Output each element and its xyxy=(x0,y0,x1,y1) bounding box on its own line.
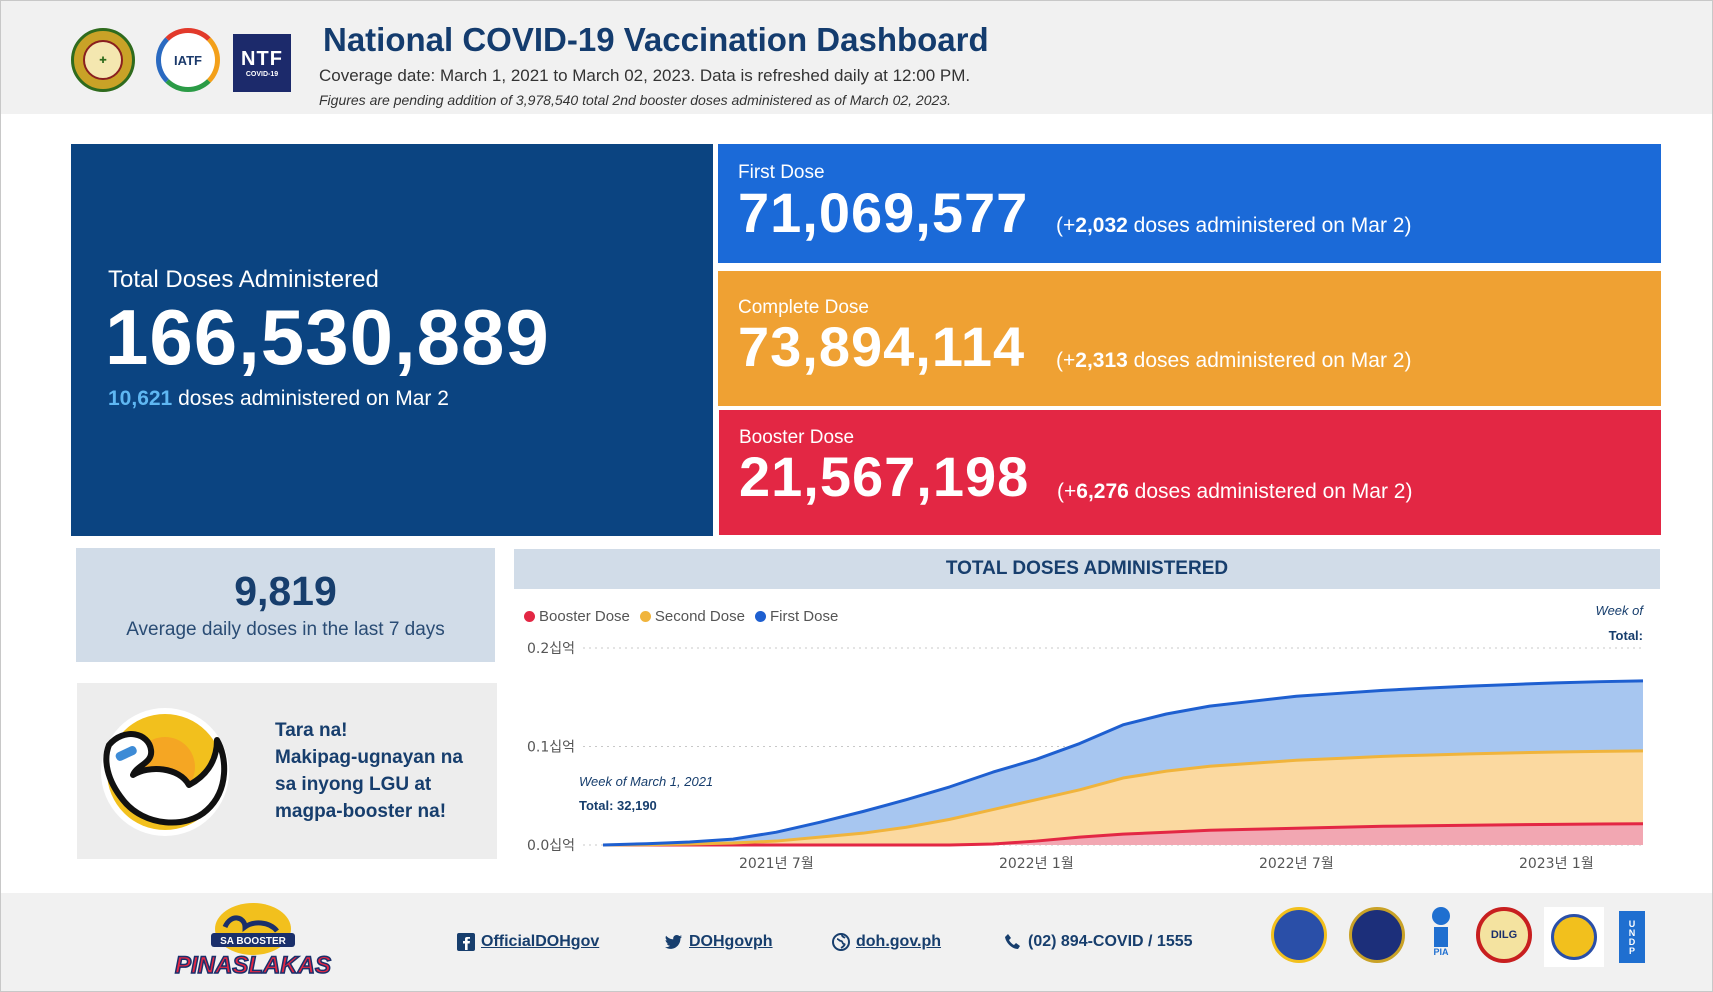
area-second-dose xyxy=(603,750,1643,845)
ntf-logo-icon: NTF COVID-19 xyxy=(233,34,291,92)
page-title: National COVID-19 Vaccination Dashboard xyxy=(323,21,989,58)
legend-dot-second xyxy=(639,611,651,622)
legend-item-second[interactable]: Second Dose xyxy=(639,608,745,625)
first-dose-delta-prefix: (+ xyxy=(1056,214,1076,237)
legend-item-first[interactable]: First Dose xyxy=(754,608,839,625)
twitter-link[interactable]: DOHgovph xyxy=(665,933,773,951)
total-doses-today-value: 10,621 xyxy=(108,387,173,410)
coverage-date: Coverage date: March 1, 2021 to March 02… xyxy=(319,66,971,85)
booster-dose-value: 21,567,198 xyxy=(739,445,1030,508)
legend-label-booster: Booster Dose xyxy=(539,608,630,625)
booster-dose-label: Booster Dose xyxy=(739,427,855,448)
dict-seal-icon xyxy=(1544,907,1604,967)
complete-dose-value: 73,894,114 xyxy=(738,315,1026,378)
annotation-end-title: Week of xyxy=(1596,603,1645,618)
pinaslakas-logo-icon: SA BOOSTER PINASLAKAS xyxy=(174,903,332,980)
chart-legend: Booster Dose Second Dose First Dose xyxy=(524,608,838,625)
promo-line: Tara na! xyxy=(275,720,348,741)
total-doses-value: 166,530,889 xyxy=(105,293,550,381)
y-tick-label: 0.0십억 xyxy=(527,838,575,854)
complete-dose-delta-suffix: doses administered on Mar 2) xyxy=(1127,349,1412,372)
promo-line: sa inyong LGU at xyxy=(275,774,432,795)
booster-promo-card: Tara na! Makipag-ugnayan na sa inyong LG… xyxy=(77,683,497,859)
booster-dose-card: Booster Dose 21,567,198 (+6,276 doses ad… xyxy=(719,410,1661,535)
x-tick-label: 2022년 7월 xyxy=(1259,856,1334,872)
average-daily-value: 9,819 xyxy=(234,568,337,614)
x-tick-label: 2023년 1월 xyxy=(1519,856,1594,872)
doh-seal-icon: ✚ xyxy=(71,28,135,92)
pia-logo-icon: PIA xyxy=(1427,907,1455,957)
complete-dose-label: Complete Dose xyxy=(738,297,869,318)
total-doses-card: Total Doses Administered 166,530,889 10,… xyxy=(71,144,713,536)
average-daily-label: Average daily doses in the last 7 days xyxy=(126,619,445,640)
twitter-icon xyxy=(665,933,683,951)
legend-label-second: Second Dose xyxy=(654,608,745,625)
first-dose-card: First Dose 71,069,577 (+2,032 doses admi… xyxy=(718,144,1661,263)
y-tick-label: 0.2십억 xyxy=(527,641,575,657)
campaign-line2: PINASLAKAS xyxy=(175,952,331,979)
complete-dose-delta: (+2,313 doses administered on Mar 2) xyxy=(1056,349,1411,373)
first-dose-delta-suffix: doses administered on Mar 2) xyxy=(1127,214,1412,237)
booster-dose-delta: (+6,276 doses administered on Mar 2) xyxy=(1057,480,1412,504)
undp-logo-icon: UNDP xyxy=(1619,911,1645,963)
annotation-end-total: Total: xyxy=(1609,628,1643,643)
iatf-logo-icon: IATF xyxy=(156,28,220,92)
first-dose-delta-value: 2,032 xyxy=(1075,214,1128,237)
x-tick-label: 2022년 1월 xyxy=(999,856,1074,872)
dilg-seal-text: DILG xyxy=(1490,929,1518,941)
first-dose-delta: (+2,032 doses administered on Mar 2) xyxy=(1056,214,1411,238)
total-doses-chart[interactable]: 0.0십억 0.1십억 0.2십억 2021년 7월 2022년 1월 2022년 7월 2… xyxy=(510,600,1670,875)
facebook-icon xyxy=(457,933,475,951)
campaign-line1: SA BOOSTER xyxy=(220,936,287,947)
website-link-text: doh.gov.ph xyxy=(856,933,942,950)
legend-dot-booster xyxy=(524,611,535,622)
x-tick-label: 2021년 7월 xyxy=(739,856,814,872)
promo-line: Makipag-ugnayan na xyxy=(275,747,463,768)
first-dose-value: 71,069,577 xyxy=(738,181,1029,244)
legend-label-first: First Dose xyxy=(769,608,839,625)
pia-logo-text: PIA xyxy=(1433,947,1449,957)
footer: SA BOOSTER PINASLAKAS OfficialDOHgov DOH… xyxy=(1,893,1712,991)
line-booster-dose xyxy=(603,822,1644,847)
phone-icon xyxy=(1004,933,1022,951)
first-dose-label: First Dose xyxy=(738,162,825,183)
total-doses-today: 10,621 doses administered on Mar 2 xyxy=(108,387,449,411)
total-doses-today-text: doses administered on Mar 2 xyxy=(172,387,449,410)
undp-logo-text: UNDP xyxy=(1627,919,1637,955)
promo-line: magpa-booster na! xyxy=(275,801,447,822)
total-doses-label: Total Doses Administered xyxy=(108,266,379,293)
legend-item-booster[interactable]: Booster Dose xyxy=(524,608,630,625)
flexed-arm-icon xyxy=(101,708,229,836)
website-link[interactable]: doh.gov.ph xyxy=(832,933,941,951)
annotation-start-total: Total: 32,190 xyxy=(579,798,657,813)
phone-link-text: (02) 894-COVID / 1555 xyxy=(1028,933,1193,950)
facebook-link-text: OfficialDOHgov xyxy=(481,933,600,950)
pcoo-seal-icon xyxy=(1271,907,1327,963)
pending-note: Figures are pending addition of 3,978,54… xyxy=(319,92,951,108)
average-daily-card: 9,819 Average daily doses in the last 7 … xyxy=(76,548,495,662)
booster-dose-delta-value: 6,276 xyxy=(1076,480,1129,503)
line-first-dose xyxy=(602,679,1644,847)
line-second-dose xyxy=(602,749,1644,847)
twitter-link-text: DOHgovph xyxy=(689,933,773,950)
facebook-link[interactable]: OfficialDOHgov xyxy=(457,933,599,951)
legend-dot-first xyxy=(754,611,766,622)
area-first-dose xyxy=(603,680,1643,845)
globe-icon xyxy=(832,933,850,951)
booster-dose-delta-suffix: doses administered on Mar 2) xyxy=(1128,480,1413,503)
header: ✚ IATF NTF COVID-19 National COVID-19 Va… xyxy=(1,1,1712,114)
promo-text: Tara na! Makipag-ugnayan na sa inyong LG… xyxy=(275,717,485,825)
phone-link[interactable]: (02) 894-COVID / 1555 xyxy=(1004,933,1193,951)
complete-dose-delta-prefix: (+ xyxy=(1056,349,1076,372)
chart-title: TOTAL DOSES ADMINISTERED xyxy=(514,549,1660,589)
dnd-seal-icon xyxy=(1349,907,1405,963)
dilg-seal-icon: DILG xyxy=(1476,907,1532,963)
y-tick-label: 0.1십억 xyxy=(527,740,575,756)
booster-dose-delta-prefix: (+ xyxy=(1057,480,1077,503)
complete-dose-delta-value: 2,313 xyxy=(1075,349,1128,372)
annotation-start-title: Week of March 1, 2021 xyxy=(579,774,713,789)
complete-dose-card: Complete Dose 73,894,114 (+2,313 doses a… xyxy=(718,271,1661,406)
